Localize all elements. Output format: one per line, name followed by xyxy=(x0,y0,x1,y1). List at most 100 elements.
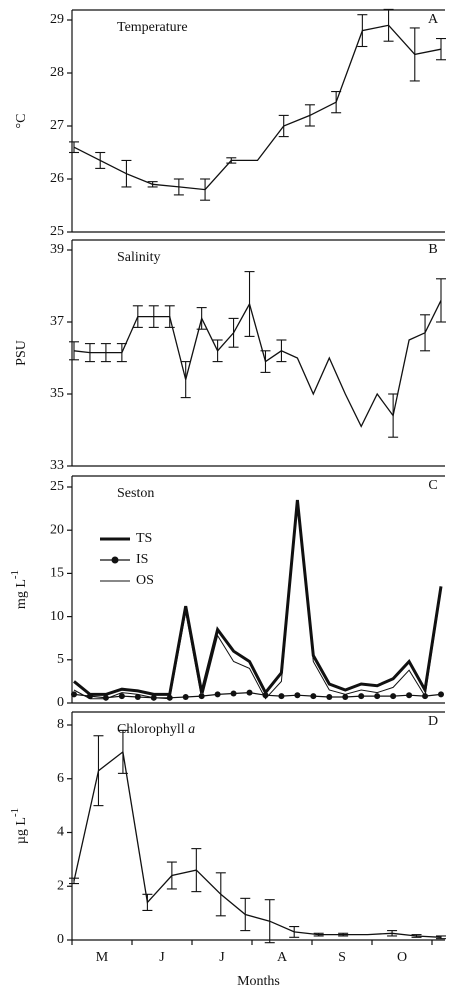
error-bar xyxy=(69,877,79,885)
y-tick-label: 33 xyxy=(50,458,64,473)
data-point xyxy=(118,693,125,700)
panel-title: Temperature xyxy=(117,20,188,35)
panel-title: Salinity xyxy=(117,250,161,265)
y-tick-label: 10 xyxy=(50,609,64,624)
y-label-sup: -1 xyxy=(9,570,21,579)
data-line xyxy=(73,499,443,696)
data-line xyxy=(73,300,442,428)
error-bar xyxy=(436,935,446,940)
panel-letter: C xyxy=(428,478,437,493)
y-axis-label: µg L-1 xyxy=(9,808,30,844)
error-bar xyxy=(84,343,95,363)
title-italic: a xyxy=(188,722,195,737)
data-point xyxy=(310,693,317,700)
error-bar xyxy=(212,339,223,363)
error-bar xyxy=(409,27,420,82)
title-text: Seston xyxy=(117,486,154,501)
error-bar xyxy=(69,141,79,154)
y-tick-label: 26 xyxy=(50,171,64,186)
title-text: Salinity xyxy=(117,250,161,265)
legend-label: IS xyxy=(136,552,148,567)
y-tick-label: 8 xyxy=(57,717,64,732)
y-tick-label: 6 xyxy=(57,771,64,786)
panel-title: Chlorophyll a xyxy=(117,722,195,737)
error-bar xyxy=(116,343,127,363)
error-bar xyxy=(132,305,143,328)
x-tick-label: J xyxy=(159,950,165,965)
panel-letter: B xyxy=(428,242,437,257)
legend-label: TS xyxy=(136,531,152,546)
error-bar xyxy=(93,735,104,807)
y-tick-label: 39 xyxy=(50,242,64,257)
y-tick-label: 20 xyxy=(50,522,64,537)
y-label-sup: -1 xyxy=(9,808,21,817)
error-bar xyxy=(228,317,239,348)
y-tick-label: 4 xyxy=(57,825,64,840)
error-bar xyxy=(276,339,287,363)
y-label-text: °C xyxy=(14,114,29,129)
error-bar xyxy=(142,893,153,911)
y-label-text: µg L xyxy=(14,817,29,844)
error-bar xyxy=(191,848,202,893)
error-bar xyxy=(117,729,128,774)
error-bar xyxy=(278,114,289,138)
y-axis-label: PSU xyxy=(14,340,29,366)
y-tick-label: 28 xyxy=(50,65,64,80)
error-bar xyxy=(304,104,315,127)
data-line xyxy=(73,750,442,938)
error-bar xyxy=(148,305,159,328)
y-tick-label: 15 xyxy=(50,566,64,581)
error-bar xyxy=(387,930,398,937)
x-tick-label: M xyxy=(96,950,109,965)
data-point xyxy=(294,692,301,699)
legend-label: OS xyxy=(136,573,154,588)
y-tick-label: 2 xyxy=(57,878,64,893)
data-point xyxy=(326,693,333,700)
y-label-text: PSU xyxy=(14,340,29,366)
data-point xyxy=(374,693,381,700)
data-line xyxy=(73,504,442,700)
data-point xyxy=(390,693,397,700)
data-point xyxy=(71,691,77,698)
error-bar xyxy=(436,278,446,323)
data-point xyxy=(134,693,141,700)
error-bar xyxy=(164,305,175,328)
x-tick-label: O xyxy=(397,950,407,965)
y-tick-label: 0 xyxy=(57,695,64,710)
title-text: Temperature xyxy=(117,20,188,35)
y-tick-label: 29 xyxy=(50,12,64,27)
y-tick-label: 35 xyxy=(50,386,64,401)
error-bar xyxy=(69,341,79,361)
title-text: Chlorophyll xyxy=(117,722,185,737)
y-tick-label: 25 xyxy=(50,224,64,239)
panel-letter: A xyxy=(428,12,439,27)
data-point xyxy=(214,691,221,698)
error-bar xyxy=(260,350,271,373)
data-point xyxy=(246,689,253,696)
error-bar xyxy=(383,8,394,42)
error-bar xyxy=(100,343,111,363)
error-bar xyxy=(264,899,275,944)
error-bar xyxy=(240,897,251,932)
y-axis-label: °C xyxy=(14,114,29,129)
y-tick-label: 27 xyxy=(50,118,64,133)
x-tick-label: J xyxy=(219,950,225,965)
x-tick-label: S xyxy=(338,950,346,965)
error-bar xyxy=(196,307,207,330)
error-bar xyxy=(411,934,422,938)
y-tick-label: 0 xyxy=(57,932,64,947)
data-point xyxy=(230,690,237,697)
error-bar xyxy=(226,157,237,164)
error-bar xyxy=(200,178,211,201)
data-point xyxy=(342,693,349,700)
data-point xyxy=(182,693,189,700)
legend-marker xyxy=(111,556,119,564)
y-axis-label: mg L-1 xyxy=(9,570,30,609)
error-bar xyxy=(313,932,324,937)
y-label-text: mg L xyxy=(14,579,29,609)
panel-letter: D xyxy=(428,714,438,729)
error-bar xyxy=(166,861,177,890)
error-bar xyxy=(420,314,431,352)
error-bar xyxy=(436,37,446,61)
